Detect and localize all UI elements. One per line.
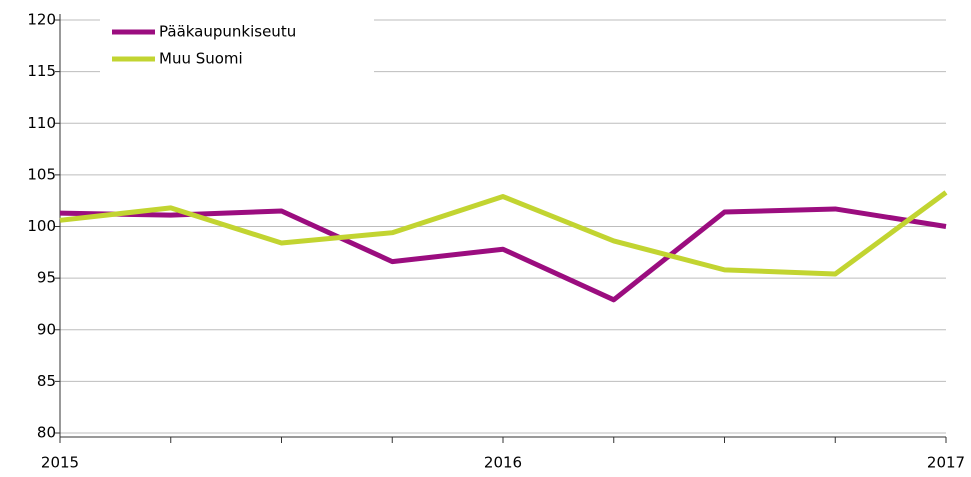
y-tick-label: 80 bbox=[37, 424, 56, 442]
y-tick-label: 95 bbox=[37, 269, 56, 287]
legend-label: Muu Suomi bbox=[159, 50, 243, 68]
legend-box bbox=[100, 14, 374, 74]
y-tick-label: 85 bbox=[37, 372, 56, 390]
legend-label: Pääkaupunkiseutu bbox=[159, 23, 296, 41]
x-tick-label: 2016 bbox=[484, 454, 522, 472]
y-tick-label: 90 bbox=[37, 320, 56, 338]
y-tick-label: 100 bbox=[27, 217, 56, 235]
x-tick-label: 2015 bbox=[41, 454, 79, 472]
y-tick-label: 110 bbox=[27, 114, 56, 132]
y-tick-label: 120 bbox=[27, 11, 56, 29]
y-tick-label: 115 bbox=[27, 62, 56, 80]
series-line bbox=[59, 190, 948, 277]
y-tick-label: 105 bbox=[27, 165, 56, 183]
series-line bbox=[59, 206, 947, 303]
x-tick-label: 2017 bbox=[927, 454, 965, 472]
